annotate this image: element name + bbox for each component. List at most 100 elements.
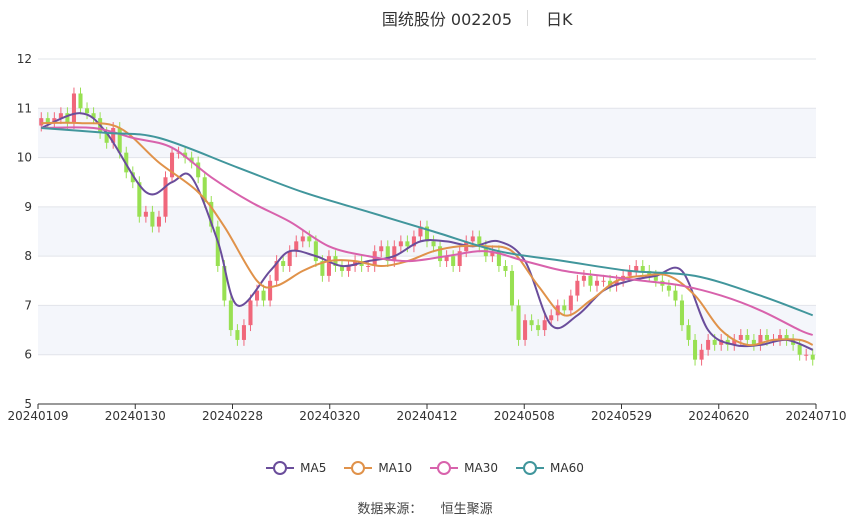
legend-ma5-label: MA5 [300,461,327,475]
legend-ma60-dot [523,461,538,475]
candle-body [608,280,613,286]
legend-item-ma60[interactable]: MA60 [516,458,584,478]
candle-body [385,246,390,262]
candle-body [614,280,619,286]
legend: MA5 MA10 MA30 MA60 [0,458,850,478]
candle-body [719,339,724,345]
candle-body [91,113,96,119]
candle-body [104,132,109,143]
legend-ma10-dot [351,461,366,475]
candle-body [575,280,580,296]
candle-body [666,285,671,291]
series-line-ma10 [41,121,814,347]
candle-body [215,226,220,266]
candle-body [431,241,436,247]
candle-body [418,226,423,237]
legend-ma60-label: MA60 [550,461,584,475]
candle-body [601,280,606,282]
candle-body [196,162,201,178]
candle-body [52,118,57,124]
candle-body [444,256,449,262]
legend-ma5-icon [266,461,295,475]
candle-body [281,261,286,266]
candle-body [202,177,207,202]
y-tick-label: 5 [24,397,32,411]
candle-body [424,226,430,242]
candle-body [156,216,161,227]
candle-body [758,335,763,345]
candle-body [653,275,658,281]
y-tick-label: 6 [24,348,32,362]
candle-body [784,335,789,340]
candle-body [804,354,809,356]
x-tick-label: 20240320 [299,409,360,423]
candle-body [58,113,63,119]
candle-body [169,152,175,178]
candle-body [228,300,233,331]
candle-body [78,93,83,109]
candle-body [542,320,547,331]
legend-item-ma5[interactable]: MA5 [266,458,326,478]
candle-body [764,335,769,340]
y-tick-label: 8 [24,249,32,263]
candle-body [261,290,266,301]
candle-body [189,157,194,163]
stock-name-code: 国统股份 002205 [381,10,512,29]
legend-item-ma10[interactable]: MA10 [344,458,412,478]
candle-body [797,344,802,355]
candle-body [241,325,246,340]
candle-body [294,241,299,252]
legend-ma10-icon [344,461,373,475]
candle-body [392,246,397,262]
candle-body [65,113,70,124]
legend-ma5-dot [273,461,288,475]
candle-body [346,266,351,271]
y-tick-label: 9 [24,200,32,214]
x-tick-label: 20240620 [688,409,749,423]
x-tick-label: 20240228 [202,409,263,423]
chart-title: 国统股份 002205 日K [0,6,850,29]
candle-body [405,241,410,247]
candle-body [588,275,593,286]
candle-body [320,261,325,276]
candle-body [130,172,135,183]
candle-body [594,280,600,286]
candle-body [562,305,567,311]
candle-body [745,335,750,340]
x-tick-label: 20240508 [494,409,555,423]
candle-body [254,290,260,301]
candle-body [451,256,456,266]
candle-body [699,349,704,360]
candle-body [268,280,273,301]
y-tick-label: 10 [17,151,32,165]
candle-body [509,270,515,306]
candle-body [738,335,743,340]
grid-band [38,108,816,158]
candle-body [647,270,652,276]
y-tick-label: 11 [17,101,32,115]
candle-body [706,339,711,350]
candle-body [209,201,214,227]
candle-body [398,241,403,247]
candle-body [732,339,737,345]
x-tick-label: 20240529 [591,409,652,423]
candle-body [372,251,377,266]
title-separator [527,10,528,26]
candle-body [810,354,815,360]
candle-body [673,290,678,301]
candle-body [778,335,783,340]
candle-body [111,128,116,143]
candlestick-chart: 5 6 7 8 9 10 11 12 20240109 20240130 20240228 20240… [7,52,846,423]
candle-body [137,182,142,217]
candle-body [523,320,528,340]
candle-body [287,251,292,266]
candle-body [634,266,639,271]
x-tick-label: 20240710 [785,409,846,423]
candle-body [640,266,645,271]
candle-body [176,152,181,154]
source-label: 数据来源： [357,502,423,517]
candle-body [339,266,345,271]
x-tick-label: 20240109 [7,409,68,423]
legend-ma10-label: MA10 [378,461,413,475]
legend-item-ma30[interactable]: MA30 [430,458,498,478]
